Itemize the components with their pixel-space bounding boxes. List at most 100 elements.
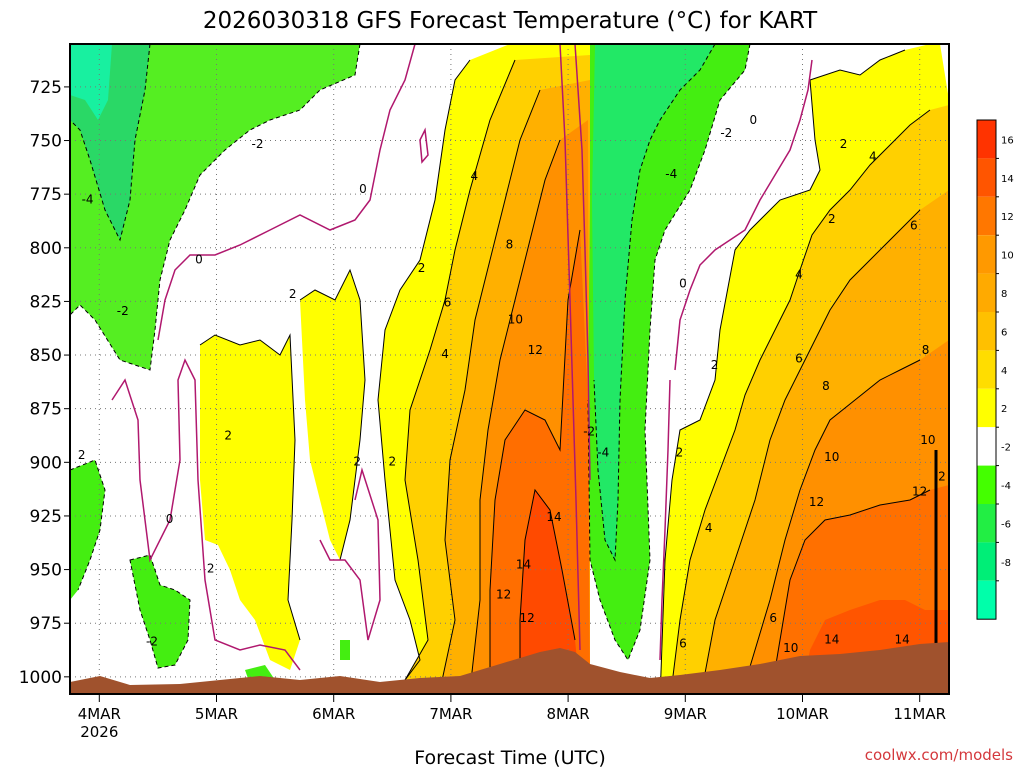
contour-10-east bbox=[741, 359, 921, 694]
contour-label: 0 bbox=[679, 276, 687, 290]
contour-label: 4 bbox=[795, 268, 803, 282]
y-tick-label: 925 bbox=[30, 507, 62, 527]
colorbar-swatch bbox=[977, 273, 996, 312]
contour-2-7mar bbox=[377, 59, 471, 694]
zero-line-8mar-b bbox=[574, 44, 591, 481]
x-tick-label: 6MAR bbox=[312, 705, 355, 723]
contour-label: 6 bbox=[795, 351, 803, 365]
colorbar-swatch bbox=[977, 542, 996, 581]
y-tick-label: 725 bbox=[30, 78, 62, 98]
colorbar-tick-label: -6 bbox=[1001, 519, 1011, 530]
y-tick-label: 750 bbox=[30, 132, 62, 152]
contour-label: 6 bbox=[679, 637, 687, 651]
colorbar-swatch bbox=[977, 312, 996, 351]
contour-label: 4 bbox=[705, 521, 713, 535]
contour-4-east bbox=[670, 109, 931, 694]
zero-line-east-lower bbox=[659, 379, 671, 661]
colorbar-tick-label: 4 bbox=[1001, 366, 1007, 377]
colorbar-tick-label: 14 bbox=[1001, 174, 1014, 185]
y-tick-label: 875 bbox=[30, 400, 62, 420]
colorbar-swatch bbox=[977, 580, 996, 620]
cold-region-upper-left bbox=[70, 44, 360, 370]
contour-label: 14 bbox=[894, 632, 909, 646]
contour-label: 8 bbox=[922, 343, 930, 357]
contour-label: -2 bbox=[583, 424, 595, 438]
contour-neg2-patch bbox=[129, 554, 191, 669]
contour-label: 8 bbox=[506, 238, 514, 252]
contour-2-6mar bbox=[299, 268, 366, 561]
contour-label: 2 bbox=[289, 287, 297, 301]
contour-lines bbox=[199, 49, 938, 694]
terrain bbox=[70, 642, 949, 694]
plot-frame bbox=[69, 43, 950, 695]
colorbar-tick-label: 8 bbox=[1001, 289, 1007, 300]
contour-neg2-upper-left bbox=[70, 44, 361, 371]
zero-loop-small bbox=[419, 127, 429, 164]
y-tick-label: 900 bbox=[30, 453, 62, 473]
y-tick-label: 850 bbox=[30, 346, 62, 366]
contour-label: 0 bbox=[749, 113, 757, 127]
colorbar-swatch bbox=[977, 465, 996, 504]
warm-patch-6mar bbox=[300, 270, 365, 560]
contour-label: 0 bbox=[166, 512, 174, 526]
colorbar-swatch bbox=[977, 427, 996, 466]
contour-label: 0 bbox=[359, 182, 367, 196]
zero-line-lower-west bbox=[111, 358, 301, 671]
colorbar-swatch bbox=[977, 350, 996, 389]
contour-neg4-upper-left bbox=[70, 44, 151, 242]
colder-band-8mar bbox=[592, 44, 715, 560]
contour-label: 12 bbox=[912, 484, 927, 498]
x-tick-label: 7MAR bbox=[429, 705, 472, 723]
contour-label: 4 bbox=[471, 169, 479, 183]
contour-label: 6 bbox=[444, 296, 452, 310]
y-tick-label: 825 bbox=[30, 292, 62, 312]
contour-label: 10 bbox=[508, 313, 523, 327]
colorbar-frame bbox=[976, 119, 997, 620]
cold-patch-left bbox=[70, 460, 105, 600]
colorbar-swatch bbox=[977, 504, 996, 543]
warm-region-7mar-12 bbox=[490, 230, 590, 690]
zero-line-east bbox=[674, 59, 813, 371]
contour-12 bbox=[489, 229, 581, 690]
contour-label: 14 bbox=[546, 510, 561, 524]
y-tick-label: 1000 bbox=[19, 668, 62, 688]
zero-line-8mar-a bbox=[559, 44, 581, 651]
colorbar: 16 14 12 10 8 6 4 2 -2 -4 -6 -8 bbox=[976, 119, 1014, 620]
colorbar-swatch bbox=[977, 120, 996, 159]
colorbar-tick-label: -4 bbox=[1001, 481, 1011, 492]
y-axis: 725 750 775 800 825 850 875 900 925 950 975 1000 bbox=[19, 78, 70, 688]
contour-label: 4 bbox=[869, 150, 877, 164]
contour-label: 12 bbox=[496, 587, 511, 601]
zero-line-upper bbox=[157, 44, 416, 341]
contour-label: 8 bbox=[822, 379, 830, 393]
y-tick-label: 800 bbox=[30, 239, 62, 259]
contour-4 bbox=[404, 59, 516, 681]
x-tick-label: 4MAR bbox=[78, 705, 121, 723]
credit-link[interactable]: coolwx.com/models bbox=[865, 746, 1013, 764]
colorbar-tick-label: 6 bbox=[1001, 327, 1007, 338]
colorbar-swatch bbox=[977, 158, 996, 197]
colorbar-swatch bbox=[977, 388, 996, 428]
contour-label: 2 bbox=[353, 454, 361, 468]
contour-label: 12 bbox=[528, 343, 543, 357]
freezing-lines bbox=[111, 44, 813, 671]
contour-label: 14 bbox=[516, 557, 531, 571]
zero-line-6mar bbox=[319, 467, 381, 641]
contour-2-west bbox=[199, 333, 301, 641]
x-tick-label: 10MAR bbox=[776, 705, 829, 723]
contour-12-east bbox=[770, 489, 931, 694]
contour-label: 2 bbox=[78, 448, 86, 462]
contour-label: -2 bbox=[117, 304, 129, 318]
contour-label: 12 bbox=[809, 495, 824, 509]
contour-neg4-8mar bbox=[593, 44, 716, 562]
contour-label: 4 bbox=[441, 347, 449, 361]
x-tick-label: 8MAR bbox=[547, 705, 590, 723]
contour-label: 14 bbox=[824, 632, 839, 646]
chart-title: 2026030318 GFS Forecast Temperature (°C)… bbox=[203, 8, 818, 34]
contour-label: 10 bbox=[824, 450, 839, 464]
contour-6 bbox=[439, 89, 541, 691]
x-axis-year: 2026 bbox=[80, 723, 118, 741]
contour-neg2-lower-left bbox=[70, 459, 106, 591]
